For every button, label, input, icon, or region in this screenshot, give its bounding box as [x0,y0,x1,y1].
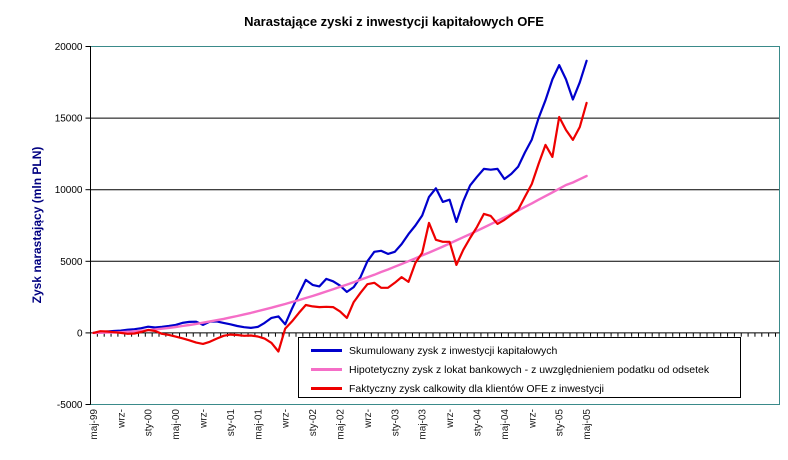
y-axis [85,46,91,405]
x-tick-label: sty-01 [226,409,237,437]
x-tick-label: maj-00 [171,409,182,440]
legend-label: Hipotetyczny zysk z lokat bankowych - z … [349,363,710,376]
series-line-2 [92,101,588,353]
x-tick-label: maj-03 [418,409,429,440]
y-tick-label: 0 [77,328,83,339]
y-tick-label: 15000 [55,114,83,125]
x-tick-label: sty-03 [390,409,401,437]
series-line-1 [92,174,588,335]
x-tick-label: wrz- [527,409,538,429]
x-tick-label: sty-05 [555,409,566,437]
x-tick-label: wrz- [116,409,127,429]
x-tick-label: maj-02 [336,409,347,440]
legend-entry: Faktyczny zysk calkowity dla klientów OF… [311,379,740,398]
legend-line-sample-blue [311,349,342,352]
legend-entry: Skumulowany zysk z inwestycji kapitałowy… [311,341,740,360]
y-tick-label: -5000 [57,400,83,411]
x-tick-label: maj-05 [582,409,593,440]
legend-line-sample-pink [311,368,342,371]
y-tick-labels: 20000 15000 10000 5000 0 -5000 [55,42,83,411]
series-line-0 [92,59,588,334]
y-tick-label: 5000 [60,257,83,268]
legend-label: Skumulowany zysk z inwestycji kapitałowy… [349,344,558,357]
legend-line-sample-red [311,387,342,390]
x-tick-label: maj-04 [500,409,511,440]
x-tick-label: wrz- [199,409,210,429]
x-tick-label: sty-02 [308,409,319,437]
y-tick-label: 10000 [55,185,83,196]
chart-title: Narastające zyski z inwestycji kapitałow… [244,14,544,29]
x-tick-label: wrz- [281,409,292,429]
legend: Skumulowany zysk z inwestycji kapitałowy… [298,337,741,398]
x-tick-label: maj-99 [89,409,100,440]
x-tick-label: wrz- [445,409,456,429]
x-tick-label: sty-00 [144,409,155,437]
x-tick-label: maj-01 [253,409,264,440]
y-tick-label: 20000 [55,42,83,53]
x-tick-label: wrz- [363,409,374,429]
x-tick-labels: maj-99 wrz-sty-00 maj-00 wrz-sty-01 maj-01 wr… [89,409,593,440]
legend-label: Faktyczny zysk calkowity dla klientów OF… [349,382,604,395]
x-tick-label: sty-04 [473,409,484,437]
legend-entry: Hipotetyczny zysk z lokat bankowych - z … [311,360,740,379]
